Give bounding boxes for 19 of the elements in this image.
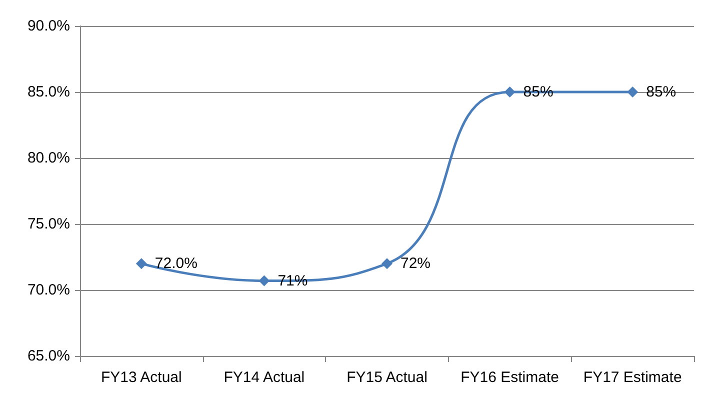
x-tick-label: FY17 Estimate [583,369,682,386]
point [136,258,147,270]
x-tick-label: FY15 Actual [346,369,428,386]
x-tick-label: FY14 Actual [224,369,305,386]
point [627,86,638,98]
y-tick-label: 65.0% [27,348,70,364]
point [382,258,392,270]
y-tick-label: 85.0% [27,84,70,100]
point [504,86,516,98]
y-tick-label: 80.0% [27,150,70,166]
x-tick-label: FY13 Actual [100,369,182,386]
x-tick-label: FY16 Estimate [460,369,559,386]
data-label: 72.0% [154,255,198,272]
data-label: 85% [646,84,676,100]
point [258,275,270,286]
data-label: 72% [400,255,431,272]
y-tick-label: 70.0% [27,282,70,298]
y-tick-label: 75.0% [27,216,70,232]
y-tick-label: 90.0% [27,18,70,34]
